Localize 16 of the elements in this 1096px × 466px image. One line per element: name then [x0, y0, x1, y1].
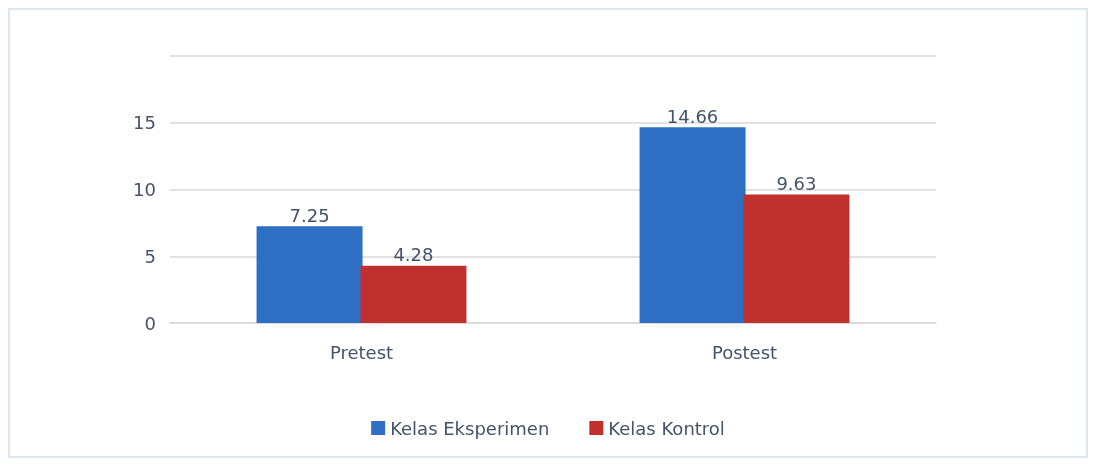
bar: [360, 265, 467, 323]
data-label: 9.63: [776, 172, 817, 194]
data-label: 4.28: [393, 244, 434, 266]
y-tick-label: 5: [144, 245, 156, 267]
bar: [639, 127, 746, 323]
legend-label: Kelas Kontrol: [608, 417, 725, 439]
bar: [743, 194, 850, 323]
data-label: 14.66: [666, 105, 719, 127]
y-tick-label: 0: [144, 312, 156, 334]
x-tick-label: Pretest: [329, 341, 394, 363]
x-tick-label: Postest: [711, 341, 778, 363]
y-tick-label: 15: [133, 112, 156, 134]
bar: [256, 226, 363, 323]
legend-label: Kelas Eksperimen: [390, 417, 550, 439]
data-label: 7.25: [289, 204, 330, 226]
y-tick-label: 10: [133, 179, 156, 200]
